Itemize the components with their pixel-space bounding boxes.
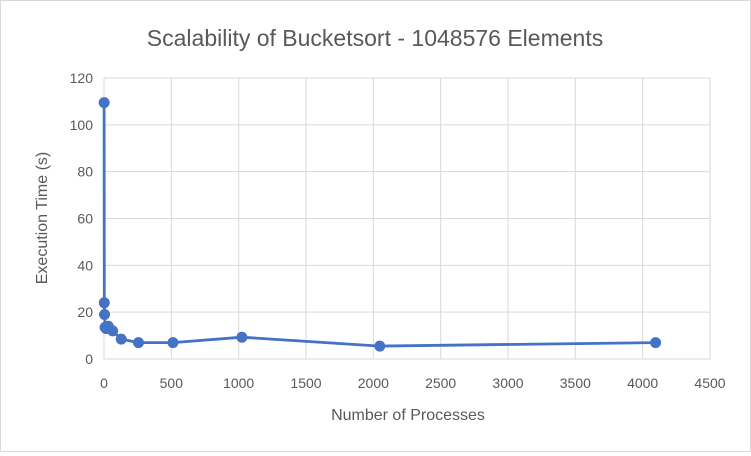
series-points bbox=[98, 97, 662, 352]
y-tick-label: 40 bbox=[77, 257, 93, 273]
data-point bbox=[98, 97, 110, 109]
data-point bbox=[115, 333, 127, 345]
data-point bbox=[374, 340, 386, 352]
y-tick-label: 20 bbox=[77, 304, 93, 320]
x-tick-label: 4000 bbox=[627, 375, 658, 391]
y-tick-label: 60 bbox=[77, 211, 93, 227]
x-tick-label: 2000 bbox=[358, 375, 389, 391]
data-point bbox=[107, 325, 119, 337]
y-tick-label: 120 bbox=[70, 70, 94, 86]
x-tick-label: 3500 bbox=[560, 375, 591, 391]
x-axis-title: Number of Processes bbox=[331, 407, 485, 424]
x-tick-label: 1000 bbox=[223, 375, 254, 391]
data-point bbox=[650, 337, 662, 349]
y-axis-ticks: 0 20 40 60 80 100 120 bbox=[70, 70, 94, 367]
x-tick-label: 1500 bbox=[290, 375, 321, 391]
y-axis-title: Execution Time (s) bbox=[34, 152, 51, 284]
x-tick-label: 4500 bbox=[694, 375, 725, 391]
y-tick-label: 0 bbox=[85, 351, 93, 367]
data-point bbox=[167, 337, 179, 349]
x-tick-label: 2500 bbox=[425, 375, 456, 391]
data-point bbox=[236, 331, 248, 343]
y-tick-label: 100 bbox=[70, 117, 94, 133]
series-polyline bbox=[102, 102, 656, 348]
x-axis-ticks: 0 500 1000 1500 2000 2500 3000 3500 4000 4500 bbox=[100, 375, 726, 391]
gridlines bbox=[103, 77, 711, 360]
x-tick-label: 500 bbox=[160, 375, 184, 391]
series-line bbox=[102, 102, 656, 348]
data-point bbox=[132, 337, 144, 349]
x-tick-label: 0 bbox=[100, 375, 108, 391]
y-tick-label: 80 bbox=[77, 164, 93, 180]
data-point bbox=[99, 309, 111, 321]
x-tick-label: 3000 bbox=[492, 375, 523, 391]
data-point bbox=[98, 297, 110, 309]
chart-title: Scalability of Bucketsort - 1048576 Elem… bbox=[147, 25, 603, 51]
